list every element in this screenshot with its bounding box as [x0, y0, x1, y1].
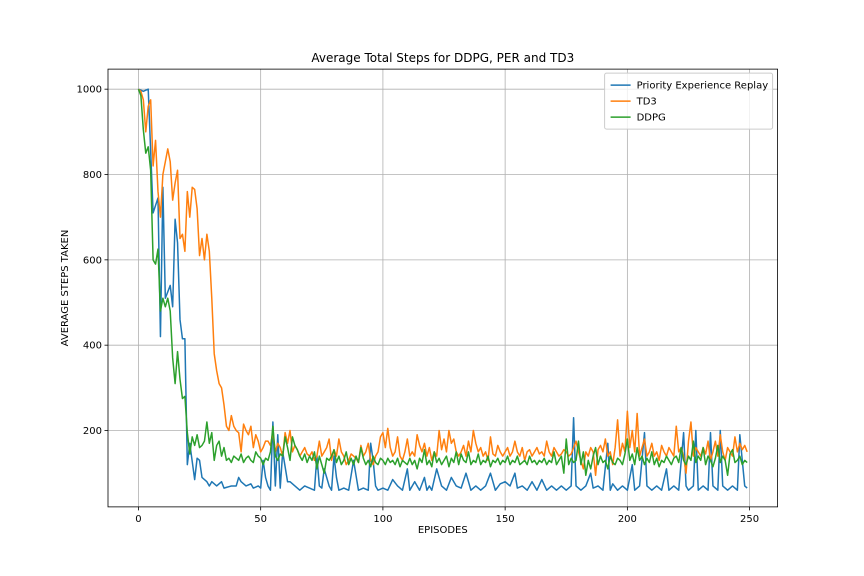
x-tick-label: 0	[135, 514, 141, 525]
x-tick-label: 50	[254, 514, 267, 525]
x-tick-label: 150	[496, 514, 515, 525]
series-line-2	[137, 88, 748, 477]
plot-frame	[107, 68, 778, 508]
y-tick-label: 1000	[77, 85, 102, 96]
axis-ticks: 0 50 100 150 200 250 200 400 600 800 1000	[77, 85, 760, 525]
series-line-1	[137, 88, 748, 477]
legend-box	[604, 72, 774, 130]
x-tick-label: 100	[373, 514, 392, 525]
y-tick-label: 400	[83, 341, 102, 352]
y-tick-label: 200	[83, 426, 102, 437]
series-line-0	[138, 88, 748, 491]
x-axis-label: EPISODES	[418, 525, 468, 536]
legend-label-2: DDPG	[637, 113, 666, 124]
x-tick-label: 200	[618, 514, 637, 525]
chart-title: Average Total Steps for DDPG, PER and TD…	[311, 51, 574, 65]
y-tick-label: 600	[83, 255, 102, 266]
legend-label-1: TD3	[636, 97, 657, 108]
legend-label-0: Priority Experience Replay	[637, 81, 769, 92]
x-tick-label: 250	[740, 514, 759, 525]
y-tick-label: 800	[83, 170, 102, 181]
series-lines	[137, 88, 748, 491]
y-axis-label: AVERAGE STEPS TAKEN	[60, 230, 71, 347]
legend: Priority Experience Replay TD3 DDPG	[604, 72, 774, 130]
